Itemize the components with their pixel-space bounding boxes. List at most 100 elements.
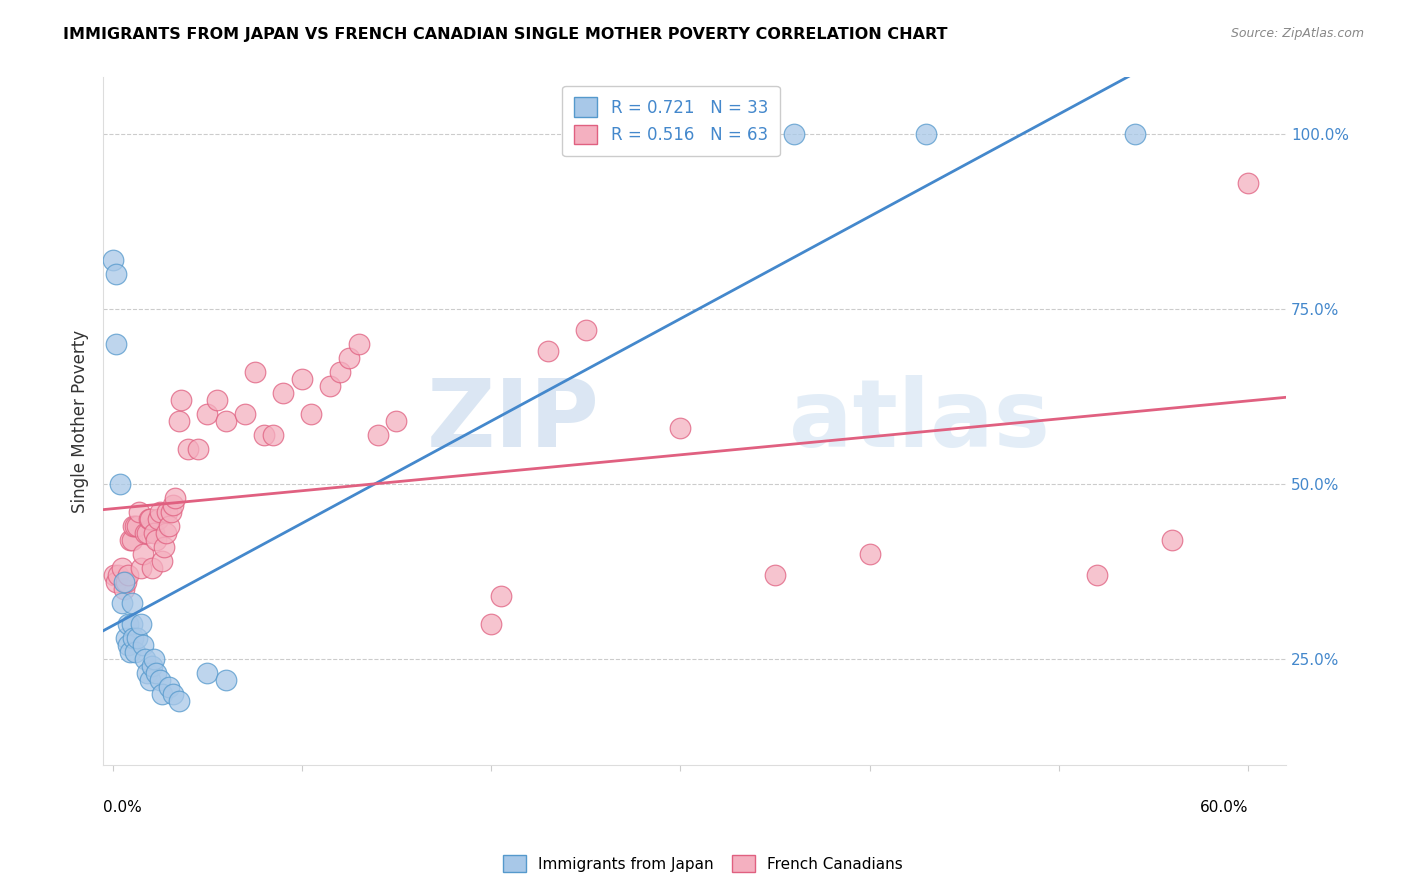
Point (915, 127, 938, 141)
Point (783, 127, 806, 141)
Point (121, 533, 143, 548)
Point (146, 512, 169, 526)
Point (111, 596, 134, 610)
Text: 60.0%: 60.0% (1199, 799, 1249, 814)
Point (150, 554, 173, 568)
Point (122, 519, 145, 533)
Point (149, 505, 172, 519)
Point (143, 526, 166, 541)
Point (105, 267, 128, 281)
Point (145, 533, 167, 548)
Point (1161, 533, 1184, 548)
Point (149, 673, 172, 688)
Point (134, 526, 156, 541)
Point (108, 477, 131, 491)
Point (105, 336, 128, 351)
Point (127, 632, 149, 646)
Point (143, 652, 166, 666)
Point (155, 526, 177, 541)
Point (319, 379, 342, 393)
Point (111, 561, 134, 575)
Point (157, 681, 180, 695)
Point (367, 428, 389, 442)
Point (167, 414, 190, 428)
Point (152, 540, 174, 554)
Point (156, 505, 179, 519)
Point (1085, 568, 1108, 582)
Point (385, 414, 408, 428)
Point (121, 617, 143, 632)
Point (105, 575, 128, 590)
Point (537, 343, 560, 358)
Text: IMMIGRANTS FROM JAPAN VS FRENCH CANADIAN SINGLE MOTHER POVERTY CORRELATION CHART: IMMIGRANTS FROM JAPAN VS FRENCH CANADIAN… (63, 27, 948, 42)
Point (141, 561, 163, 575)
Text: 0.0%: 0.0% (103, 799, 142, 814)
Point (243, 365, 266, 379)
Point (122, 632, 145, 646)
Point (329, 365, 352, 379)
Point (132, 638, 155, 652)
Point (337, 351, 360, 365)
Point (134, 652, 156, 666)
Point (127, 519, 149, 533)
Point (112, 575, 135, 590)
Point (763, 568, 786, 582)
Point (309, 786, 332, 800)
Point (162, 687, 184, 701)
Point (195, 666, 218, 681)
Point (262, 428, 284, 442)
Point (187, 442, 209, 456)
Point (195, 407, 218, 421)
Point (135, 666, 157, 681)
Point (117, 568, 139, 582)
Point (128, 505, 150, 519)
Point (150, 687, 173, 701)
Point (347, 336, 370, 351)
Point (124, 645, 146, 659)
Point (103, 568, 125, 582)
Point (215, 414, 238, 428)
Text: Source: ZipAtlas.com: Source: ZipAtlas.com (1230, 27, 1364, 40)
Point (489, 589, 512, 603)
Point (162, 498, 184, 512)
Point (139, 673, 162, 688)
Point (129, 561, 152, 575)
Point (575, 323, 598, 337)
Point (101, 252, 124, 267)
Point (132, 547, 155, 561)
Point (233, 407, 256, 421)
Point (112, 582, 135, 597)
Point (163, 491, 186, 505)
Point (129, 617, 152, 632)
Point (271, 386, 294, 401)
Point (145, 666, 167, 681)
Text: ZIP: ZIP (427, 375, 600, 467)
Point (139, 512, 162, 526)
Point (117, 638, 139, 652)
Point (215, 673, 238, 688)
Point (141, 659, 163, 673)
Point (1123, 127, 1146, 141)
Point (117, 617, 139, 632)
Point (160, 505, 183, 519)
Point (253, 428, 276, 442)
Point (118, 533, 141, 548)
Point (479, 617, 502, 632)
Point (115, 575, 138, 590)
Point (157, 519, 180, 533)
Point (124, 519, 146, 533)
Point (299, 407, 322, 421)
Point (121, 596, 143, 610)
Point (118, 645, 141, 659)
Y-axis label: Single Mother Poverty: Single Mother Poverty (72, 329, 89, 513)
Point (170, 392, 193, 407)
Legend: Immigrants from Japan, French Canadians: Immigrants from Japan, French Canadians (495, 847, 911, 880)
Point (138, 512, 160, 526)
Legend: R = 0.721   N = 33, R = 0.516   N = 63: R = 0.721 N = 33, R = 0.516 N = 63 (562, 86, 779, 156)
Point (205, 392, 228, 407)
Point (858, 547, 880, 561)
Point (669, 421, 692, 435)
Point (167, 694, 190, 708)
Point (107, 568, 129, 582)
Text: atlas: atlas (789, 375, 1050, 467)
